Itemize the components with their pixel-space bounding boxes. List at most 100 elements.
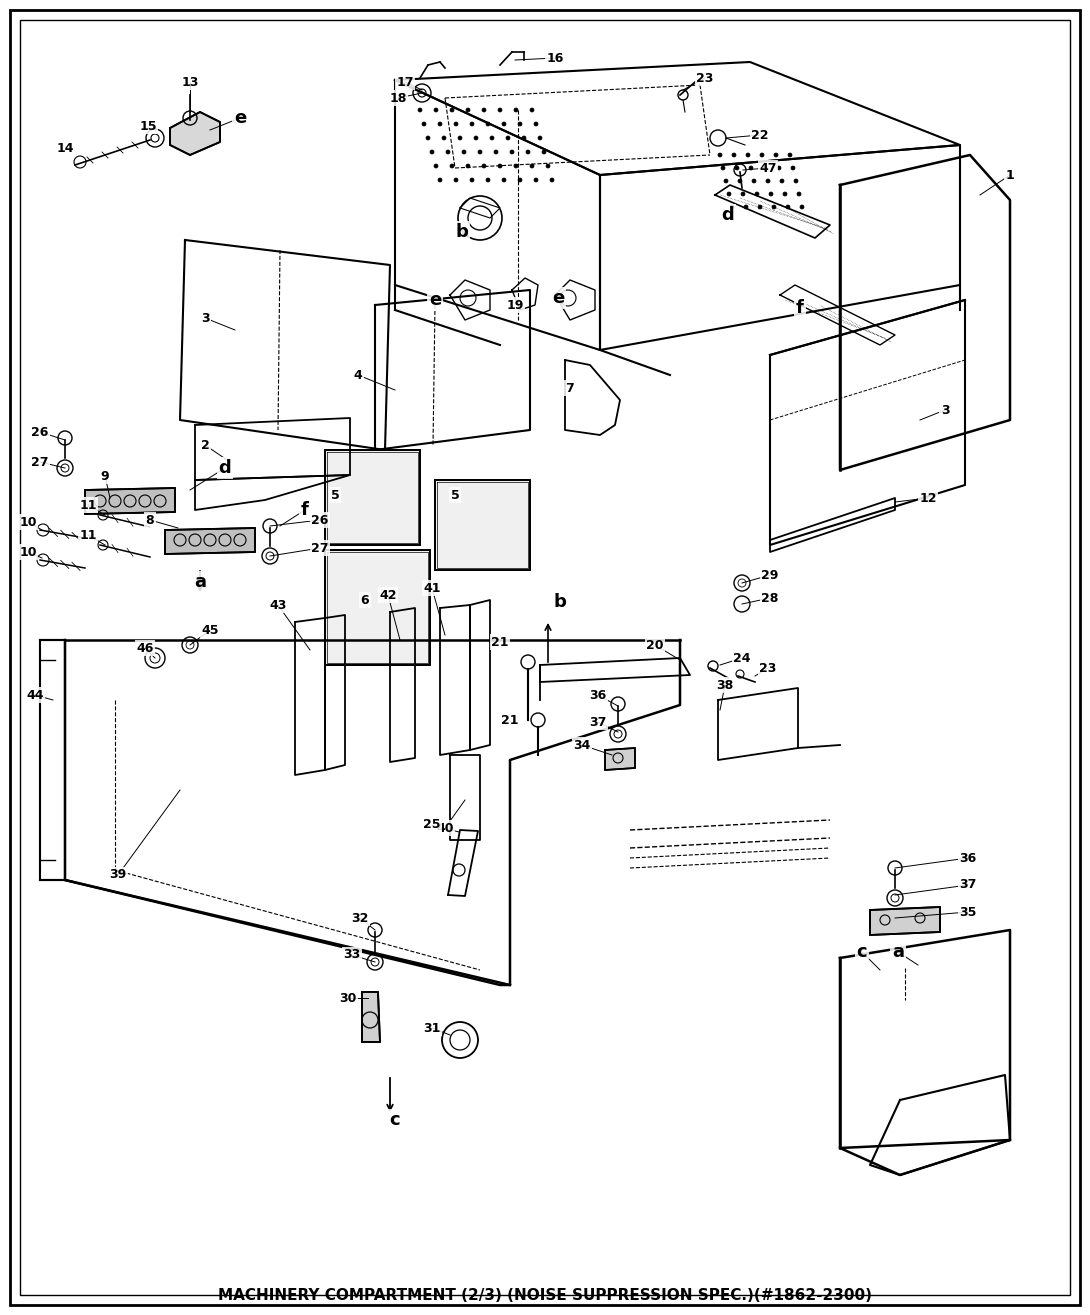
- Text: 10: 10: [20, 515, 37, 529]
- Circle shape: [534, 178, 538, 181]
- Text: 15: 15: [140, 120, 157, 133]
- Text: 46: 46: [136, 642, 154, 655]
- Text: 26: 26: [32, 426, 49, 438]
- Text: 45: 45: [202, 623, 219, 636]
- Text: 11: 11: [80, 498, 97, 512]
- Circle shape: [482, 108, 486, 112]
- Text: 21: 21: [501, 714, 519, 726]
- Circle shape: [482, 164, 486, 168]
- Text: 36: 36: [959, 852, 977, 864]
- Text: 18: 18: [389, 92, 407, 104]
- Circle shape: [720, 166, 725, 170]
- Circle shape: [470, 178, 474, 181]
- Text: 25: 25: [423, 818, 440, 831]
- Text: 23: 23: [760, 661, 777, 675]
- Text: d: d: [722, 206, 735, 224]
- Text: 27: 27: [312, 542, 329, 555]
- Circle shape: [794, 179, 798, 183]
- Text: 40: 40: [436, 822, 453, 835]
- Text: 29: 29: [761, 568, 778, 581]
- Text: c: c: [857, 943, 868, 961]
- Circle shape: [800, 205, 804, 209]
- Circle shape: [450, 164, 455, 168]
- Circle shape: [506, 135, 510, 139]
- Text: 42: 42: [379, 589, 397, 601]
- Text: 21: 21: [492, 635, 509, 648]
- Text: 33: 33: [343, 948, 361, 961]
- Text: 12: 12: [919, 492, 936, 505]
- Circle shape: [780, 179, 784, 183]
- Text: 44: 44: [26, 689, 44, 701]
- Circle shape: [479, 150, 482, 154]
- Text: 10: 10: [20, 546, 37, 559]
- Circle shape: [758, 205, 762, 209]
- Circle shape: [718, 153, 722, 156]
- Text: 16: 16: [546, 51, 564, 64]
- Text: 41: 41: [423, 581, 440, 594]
- Polygon shape: [325, 450, 420, 544]
- Text: 20: 20: [646, 639, 664, 651]
- Circle shape: [429, 150, 434, 154]
- Circle shape: [732, 153, 736, 156]
- Text: 5: 5: [450, 488, 459, 501]
- Text: a: a: [194, 573, 206, 590]
- Circle shape: [738, 179, 742, 183]
- Circle shape: [514, 164, 518, 168]
- Text: 14: 14: [57, 142, 74, 154]
- Circle shape: [791, 166, 795, 170]
- Polygon shape: [85, 488, 175, 514]
- Circle shape: [438, 122, 443, 126]
- Circle shape: [455, 122, 458, 126]
- Text: 24: 24: [734, 651, 751, 664]
- Text: 8: 8: [146, 513, 155, 526]
- Polygon shape: [165, 529, 255, 554]
- Text: 7: 7: [566, 381, 574, 394]
- Text: 17: 17: [397, 75, 414, 88]
- Circle shape: [518, 122, 522, 126]
- Circle shape: [434, 164, 438, 168]
- Circle shape: [498, 164, 502, 168]
- Circle shape: [777, 166, 782, 170]
- Text: 37: 37: [959, 878, 977, 892]
- Circle shape: [735, 166, 739, 170]
- Circle shape: [518, 178, 522, 181]
- Text: 37: 37: [590, 715, 607, 729]
- Circle shape: [760, 153, 764, 156]
- Text: 6: 6: [361, 593, 370, 606]
- Text: b: b: [456, 224, 469, 241]
- Text: a: a: [892, 943, 904, 961]
- Circle shape: [446, 150, 450, 154]
- Circle shape: [727, 192, 731, 196]
- Circle shape: [542, 150, 546, 154]
- Circle shape: [467, 108, 470, 112]
- Circle shape: [788, 153, 792, 156]
- Circle shape: [522, 135, 526, 139]
- Text: 19: 19: [507, 299, 523, 312]
- Text: 47: 47: [760, 162, 777, 175]
- Text: 30: 30: [339, 992, 356, 1005]
- Text: 34: 34: [573, 739, 591, 751]
- Circle shape: [550, 178, 554, 181]
- Circle shape: [770, 192, 773, 196]
- Text: c: c: [390, 1111, 400, 1130]
- Circle shape: [474, 135, 479, 139]
- Circle shape: [786, 205, 790, 209]
- Polygon shape: [435, 480, 530, 569]
- Text: 36: 36: [590, 689, 607, 701]
- Circle shape: [417, 108, 422, 112]
- Text: f: f: [301, 501, 308, 519]
- Text: 31: 31: [423, 1022, 440, 1035]
- Text: e: e: [428, 291, 441, 309]
- Circle shape: [486, 122, 490, 126]
- Text: 2: 2: [201, 438, 209, 451]
- Circle shape: [783, 192, 787, 196]
- Circle shape: [458, 135, 462, 139]
- Polygon shape: [870, 907, 940, 935]
- Circle shape: [752, 179, 756, 183]
- Circle shape: [434, 108, 438, 112]
- Circle shape: [438, 178, 443, 181]
- Circle shape: [526, 150, 530, 154]
- Circle shape: [774, 153, 778, 156]
- Text: 9: 9: [100, 469, 109, 483]
- Text: 43: 43: [269, 598, 287, 611]
